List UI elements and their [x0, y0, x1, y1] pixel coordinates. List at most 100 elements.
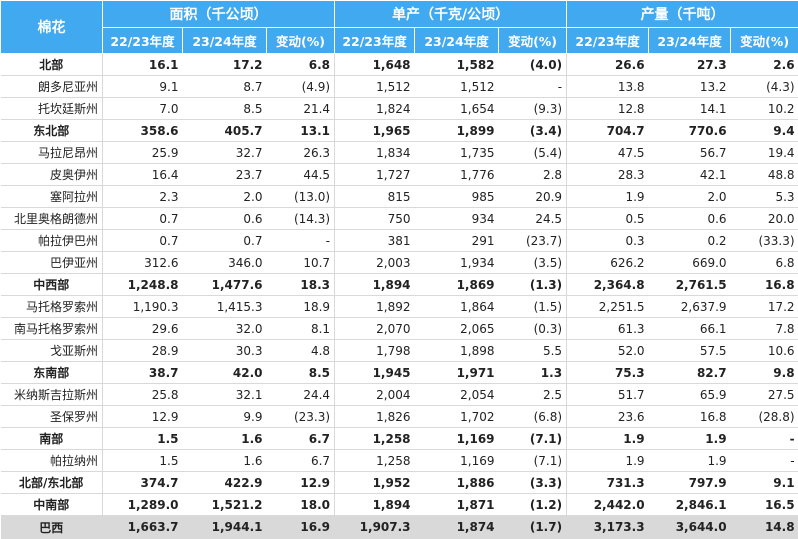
table-cell: 23.6: [567, 406, 649, 428]
table-cell: 1,798: [335, 340, 415, 362]
table-cell: 1,871: [415, 494, 499, 516]
table-cell: 8.5: [267, 362, 335, 384]
table-cell: 797.9: [649, 472, 731, 494]
table-cell: 61.3: [567, 318, 649, 340]
table-cell: 75.3: [567, 362, 649, 384]
table-cell: 1,965: [335, 120, 415, 142]
table-cell: 1,663.7: [103, 516, 183, 539]
table-cell: 1.6: [183, 428, 267, 450]
table-cell: 14.8: [731, 516, 798, 539]
table-cell: 405.7: [183, 120, 267, 142]
col-header-change: 变动(%): [267, 28, 335, 54]
table-cell: 18.3: [267, 274, 335, 296]
table-cell: (0.3): [499, 318, 567, 340]
table-cell: 731.3: [567, 472, 649, 494]
table-cell: 1,864: [415, 296, 499, 318]
table-cell: 704.7: [567, 120, 649, 142]
region-header: 棉花: [1, 1, 103, 54]
table-cell: 13.1: [267, 120, 335, 142]
table-cell: (23.7): [499, 230, 567, 252]
table-cell: 29.6: [103, 318, 183, 340]
table-cell: 1,945: [335, 362, 415, 384]
table-cell: 1,894: [335, 274, 415, 296]
table-cell: 32.7: [183, 142, 267, 164]
table-cell: 374.7: [103, 472, 183, 494]
table-cell: 0.7: [183, 230, 267, 252]
table-cell: 32.0: [183, 318, 267, 340]
col-header-2324: 23/24年度: [183, 28, 267, 54]
table-cell: 815: [335, 186, 415, 208]
table-cell: 82.7: [649, 362, 731, 384]
table-cell: 42.1: [649, 164, 731, 186]
table-cell: 17.2: [731, 296, 798, 318]
table-cell: 9.4: [731, 120, 798, 142]
table-cell: 358.6: [103, 120, 183, 142]
table-cell: (7.1): [499, 428, 567, 450]
table-cell: 1,894: [335, 494, 415, 516]
row-label: 东南部: [1, 362, 103, 384]
col-header-2223: 22/23年度: [103, 28, 183, 54]
row-label: 巴西: [1, 516, 103, 539]
table-cell: 2,003: [335, 252, 415, 274]
table-cell: 9.8: [731, 362, 798, 384]
table-cell: 9.1: [103, 76, 183, 98]
table-cell: 1,648: [335, 54, 415, 76]
col-header-2223: 22/23年度: [335, 28, 415, 54]
table-cell: 1,874: [415, 516, 499, 539]
table-cell: 985: [415, 186, 499, 208]
row-label: 帕拉伊巴州: [1, 230, 103, 252]
table-cell: 10.6: [731, 340, 798, 362]
table-cell: 2,054: [415, 384, 499, 406]
table-cell: 1,869: [415, 274, 499, 296]
table-cell: 2,442.0: [567, 494, 649, 516]
table-cell: 750: [335, 208, 415, 230]
table-cell: 16.1: [103, 54, 183, 76]
table-cell: 2,070: [335, 318, 415, 340]
table-cell: 30.3: [183, 340, 267, 362]
table-cell: 1.9: [649, 450, 731, 472]
table-cell: 1,169: [415, 428, 499, 450]
table-cell: 18.9: [267, 296, 335, 318]
col-header-2324: 23/24年度: [415, 28, 499, 54]
table-cell: 422.9: [183, 472, 267, 494]
table-cell: 0.6: [183, 208, 267, 230]
table-cell: 1.9: [649, 428, 731, 450]
table-cell: 5.5: [499, 340, 567, 362]
table-cell: 20.0: [731, 208, 798, 230]
table-cell: 25.9: [103, 142, 183, 164]
table-cell: 25.8: [103, 384, 183, 406]
row-label: 圣保罗州: [1, 406, 103, 428]
table-cell: 1,521.2: [183, 494, 267, 516]
table-cell: 1.3: [499, 362, 567, 384]
table-cell: 1,702: [415, 406, 499, 428]
table-cell: 1,834: [335, 142, 415, 164]
table-cell: 8.5: [183, 98, 267, 120]
row-label: 马拉尼昂州: [1, 142, 103, 164]
table-cell: 7.0: [103, 98, 183, 120]
table-cell: 18.0: [267, 494, 335, 516]
table-cell: 65.9: [649, 384, 731, 406]
table-cell: 2,364.8: [567, 274, 649, 296]
table-cell: 24.4: [267, 384, 335, 406]
table-cell: 56.7: [649, 142, 731, 164]
table-cell: 13.8: [567, 76, 649, 98]
table-cell: 1,190.3: [103, 296, 183, 318]
table-cell: 0.7: [103, 230, 183, 252]
table-cell: 381: [335, 230, 415, 252]
row-label: 托坎廷斯州: [1, 98, 103, 120]
table-cell: 1,477.6: [183, 274, 267, 296]
table-cell: 6.7: [267, 428, 335, 450]
table-cell: (6.8): [499, 406, 567, 428]
table-cell: 0.2: [649, 230, 731, 252]
table-cell: 2,846.1: [649, 494, 731, 516]
table-cell: 6.8: [267, 54, 335, 76]
table-cell: 1,582: [415, 54, 499, 76]
row-label: 北部: [1, 54, 103, 76]
